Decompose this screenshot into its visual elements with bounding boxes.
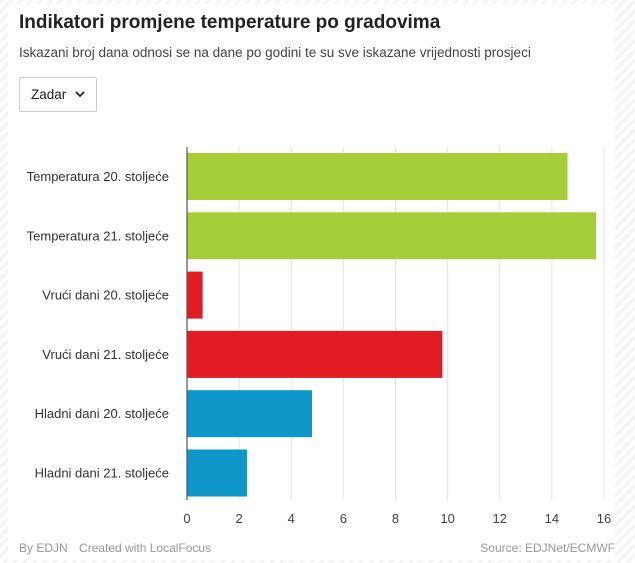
chevron-down-icon [75, 91, 85, 98]
category-label: Hladni dani 21. stoljeće [35, 466, 169, 481]
footer-created-with[interactable]: Created with LocalFocus [79, 541, 212, 555]
bar [187, 330, 443, 378]
chart-card: Indikatori promjene temperature po grado… [8, 4, 615, 560]
category-label: Vrući dani 20. stoljeće [42, 288, 169, 303]
subtitle: Iskazani broj dana odnosi se na dane po … [19, 45, 531, 60]
category-label: Hladni dani 20. stoljeće [35, 406, 169, 421]
footer-by: By EDJN [19, 541, 68, 555]
bar [187, 212, 597, 260]
x-tick-label: 0 [183, 511, 190, 526]
x-tick-label: 2 [236, 511, 243, 526]
x-tick-label: 16 [597, 511, 611, 526]
x-tick-label: 6 [340, 511, 347, 526]
x-tick-label: 4 [288, 511, 295, 526]
footer-source: Source: EDJNet/ECMWF [480, 541, 615, 555]
category-label: Temperatura 20. stoljeće [27, 169, 169, 184]
category-label: Vrući dani 21. stoljeće [42, 347, 169, 362]
x-tick-label: 10 [440, 511, 454, 526]
x-tick-label: 14 [545, 511, 559, 526]
category-label: Temperatura 21. stoljeće [27, 228, 169, 243]
footer-credits: By EDJN Created with LocalFocus [19, 541, 211, 555]
bar [187, 153, 568, 200]
bar [187, 390, 313, 438]
bar [187, 271, 203, 319]
page-title: Indikatori promjene temperature po grado… [19, 12, 441, 33]
x-tick-label: 8 [392, 511, 399, 526]
city-dropdown[interactable]: Zadar [19, 77, 97, 112]
bar-chart: 0 2 4 6 8 10 12 14 16 Temperatura 20. stoljeće Tem… [27, 147, 611, 526]
city-dropdown-label: Zadar [31, 87, 67, 102]
x-tick-label: 12 [493, 511, 507, 526]
bar [187, 449, 247, 497]
